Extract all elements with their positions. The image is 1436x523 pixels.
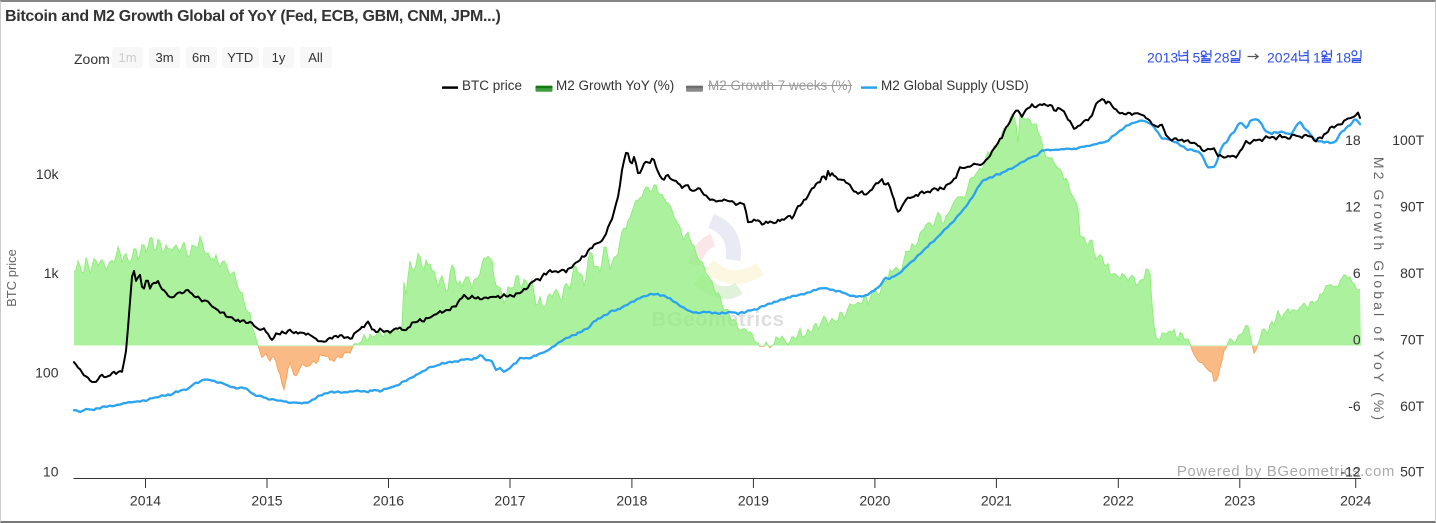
svg-text:2014: 2014 (130, 493, 161, 509)
svg-text:2021: 2021 (981, 493, 1012, 509)
svg-text:100T: 100T (1392, 132, 1424, 148)
svg-text:2015: 2015 (251, 493, 282, 509)
svg-text:2013: 2013 (1147, 50, 1178, 66)
svg-text:10k: 10k (36, 166, 60, 182)
svg-text:Powered by BGeometrics.com: Powered by BGeometrics.com (1177, 463, 1395, 480)
svg-text:6: 6 (1353, 265, 1361, 281)
svg-text:5: 5 (1193, 50, 1201, 66)
svg-text:1k: 1k (44, 265, 60, 281)
svg-text:2022: 2022 (1103, 493, 1134, 509)
svg-text:60T: 60T (1400, 398, 1425, 414)
svg-text:70T: 70T (1400, 331, 1425, 347)
svg-text:0: 0 (1353, 331, 1361, 347)
svg-text:2019: 2019 (738, 493, 769, 509)
svg-text:18: 18 (1345, 132, 1361, 148)
svg-text:M2 Growth Global of YoY (%): M2 Growth Global of YoY (%) (1371, 157, 1387, 423)
svg-text:12: 12 (1345, 198, 1361, 214)
svg-text:2018: 2018 (616, 493, 647, 509)
svg-text:28: 28 (1214, 50, 1230, 66)
svg-text:1: 1 (1313, 50, 1321, 66)
svg-text:90T: 90T (1400, 198, 1425, 214)
svg-text:18: 18 (1336, 50, 1352, 66)
svg-text:50T: 50T (1400, 464, 1425, 480)
svg-text:2024: 2024 (1267, 50, 1298, 66)
svg-text:100: 100 (35, 365, 59, 381)
svg-text:2024: 2024 (1340, 493, 1371, 509)
svg-text:2016: 2016 (373, 493, 404, 509)
svg-text:10: 10 (43, 464, 59, 480)
svg-text:-6: -6 (1348, 398, 1361, 414)
svg-text:-12: -12 (1340, 464, 1360, 480)
svg-text:2023: 2023 (1224, 493, 1255, 509)
svg-text:BTC price: BTC price (4, 249, 19, 307)
svg-text:2017: 2017 (494, 493, 525, 509)
svg-text:2020: 2020 (859, 493, 890, 509)
svg-text:80T: 80T (1400, 265, 1425, 281)
